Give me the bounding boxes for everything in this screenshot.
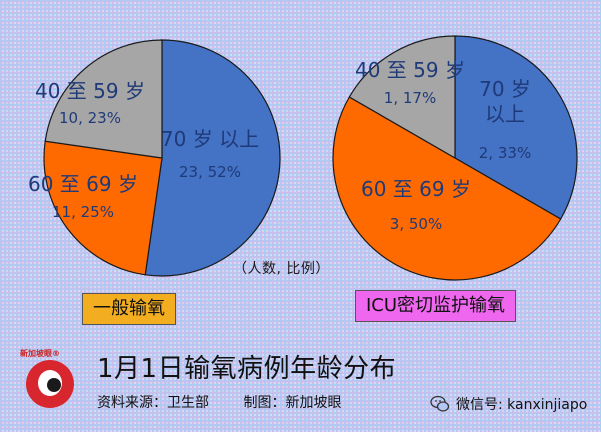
wechat-icon xyxy=(430,395,450,412)
unit-note: （人数, 比例） xyxy=(233,261,330,277)
slice-value-label: 10, 23% xyxy=(59,109,121,127)
credit-text: 制图：新加坡眼 xyxy=(243,395,342,411)
pie-slice xyxy=(43,140,163,276)
slice-value-label: 11, 25% xyxy=(52,203,114,221)
general-oxygen-label: 一般输氧 xyxy=(82,293,176,325)
pie-slice xyxy=(144,39,281,277)
slice-value-label: 1, 17% xyxy=(384,89,436,107)
icu-oxygen-label: ICU密切监护输氧 xyxy=(355,290,517,322)
pie-slice xyxy=(332,96,562,281)
pie-chart-1: 70 岁 以上 23, 52% 60 至 69 岁 11, 25% 40 至 59 岁 1… xyxy=(28,39,281,277)
slice-label: 60 至 69 岁 xyxy=(28,172,138,196)
pie-chart-2: 70 岁以上 2, 33% 60 至 69 岁 3, 50% 40 至 59 岁 1, 1… xyxy=(332,35,578,281)
pie-slice xyxy=(44,39,163,159)
slice-value-label: 2, 33% xyxy=(479,144,531,162)
pie-charts: 70 岁 以上 23, 52% 60 至 69 岁 11, 25% 40 至 59 岁 1… xyxy=(28,35,578,281)
pie-slice xyxy=(348,35,456,160)
slice-label: 60 至 69 岁 xyxy=(361,177,471,201)
slice-label: 70 岁 以上 xyxy=(161,127,259,151)
pie-slice xyxy=(454,35,578,220)
slice-label: 70 岁 xyxy=(479,77,531,101)
chart-title: 1月1日输氧病例年龄分布 xyxy=(97,354,397,384)
slice-value-label: 3, 50% xyxy=(390,215,442,233)
source-text: 资料来源：卫生部 xyxy=(97,395,209,411)
wechat-id: 微信号: kanxinjiapo xyxy=(456,397,588,413)
wechat-account: 微信号: kanxinjiapo xyxy=(430,394,587,414)
slice-label: 40 至 59 岁 xyxy=(35,79,145,103)
logo-text: 新加坡眼® xyxy=(20,349,60,358)
slice-label: 40 至 59 岁 xyxy=(355,58,465,82)
source-row: 资料来源：卫生部 制图：新加坡眼 xyxy=(97,392,371,412)
xinjiapo-eye-logo: 新加坡眼® xyxy=(20,348,86,414)
slice-label: 以上 xyxy=(485,102,525,126)
slice-value-label: 23, 52% xyxy=(179,163,241,181)
